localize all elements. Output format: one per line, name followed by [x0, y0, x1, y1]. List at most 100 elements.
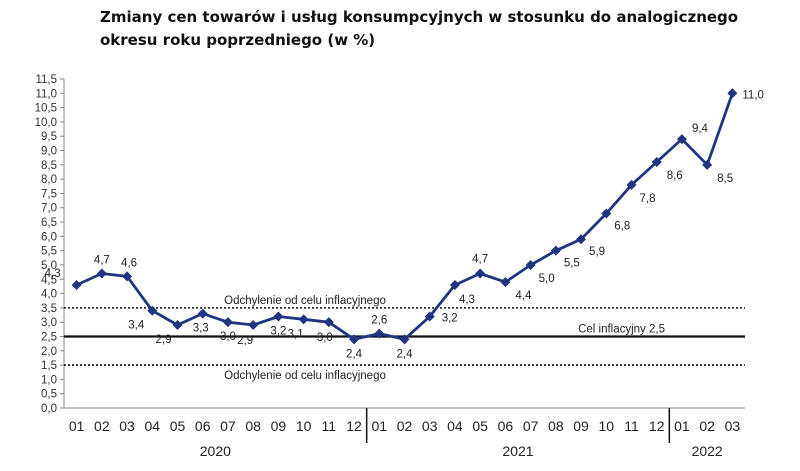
- data-label: 4,7: [94, 255, 110, 267]
- data-label: 8,6: [667, 170, 683, 182]
- y-tick-label: 5,5: [41, 246, 57, 258]
- data-label: 2,6: [371, 315, 387, 327]
- y-tick-label: 4,0: [41, 289, 57, 301]
- cpi-data-point: [323, 317, 334, 328]
- cpi-data-point: [525, 259, 536, 270]
- x-tick-label: 06: [195, 418, 211, 434]
- data-label: 2,4: [397, 348, 414, 360]
- y-tick-label: 1,5: [41, 360, 57, 372]
- data-label: 3,0: [220, 331, 236, 343]
- y-tick-label: 2,0: [41, 346, 57, 358]
- x-tick-label: 07: [220, 418, 236, 434]
- y-tick-label: 1,0: [41, 374, 57, 386]
- data-label: 3,3: [193, 323, 209, 335]
- data-label: 3,2: [442, 312, 458, 324]
- y-tick-label: 4,5: [41, 274, 57, 286]
- y-tick-label: 7,0: [41, 203, 57, 215]
- cpi-data-point: [96, 268, 107, 279]
- x-tick-label: 10: [598, 418, 614, 434]
- year-label: 2020: [200, 443, 231, 459]
- y-tick-label: 2,5: [41, 331, 57, 343]
- data-label: 5,0: [539, 273, 555, 285]
- cpi-data-point: [449, 279, 460, 290]
- x-tick-label: 10: [296, 418, 312, 434]
- y-tick-label: 6,5: [41, 217, 57, 229]
- y-tick-label: 8,5: [41, 160, 57, 172]
- data-label: 7,8: [640, 193, 656, 205]
- cpi-data-point: [172, 320, 183, 331]
- x-tick-label: 02: [94, 418, 110, 434]
- cpi-data-point: [651, 156, 662, 167]
- data-label: 5,9: [589, 246, 605, 258]
- data-label: 4,3: [45, 268, 61, 280]
- cpi-data-point: [576, 234, 587, 245]
- x-tick-label: 03: [725, 418, 741, 434]
- data-label: 4,3: [459, 294, 475, 306]
- x-tick-label: 03: [422, 418, 438, 434]
- data-label: 4,7: [472, 254, 488, 266]
- x-tick-label: 09: [573, 418, 589, 434]
- x-tick-label: 03: [119, 418, 135, 434]
- x-tick-label: 11: [322, 418, 337, 434]
- cpi-data-point: [273, 311, 284, 322]
- y-tick-label: 9,5: [41, 131, 57, 143]
- cpi-data-point: [374, 328, 385, 339]
- x-tick-label: 08: [548, 418, 564, 434]
- x-tick-label: 04: [144, 418, 160, 434]
- y-tick-label: 5,0: [41, 260, 57, 272]
- year-label: 2021: [502, 443, 533, 459]
- data-label: 5,5: [564, 258, 580, 270]
- cpi-data-point: [550, 245, 561, 256]
- x-tick-label: 01: [69, 418, 85, 434]
- data-label: 3,2: [270, 325, 286, 337]
- x-tick-label: 12: [649, 418, 665, 434]
- data-label: 8,5: [717, 173, 733, 185]
- cpi-data-point: [500, 277, 511, 288]
- chart-title: Zmiany cen towarów i usług konsumpcyjnyc…: [100, 8, 739, 49]
- cpi-data-point: [147, 305, 158, 316]
- y-tick-label: 7,5: [41, 188, 57, 200]
- x-tick-label: 05: [472, 418, 488, 434]
- data-label: 4,6: [121, 257, 137, 269]
- y-tick-label: 11,0: [35, 88, 57, 100]
- data-label: 11,0: [742, 89, 764, 101]
- x-tick-label: 06: [498, 418, 514, 434]
- y-tick-label: 9,0: [41, 146, 57, 158]
- data-label: 3,0: [317, 332, 333, 344]
- cpi-data-point: [222, 317, 233, 328]
- year-label: 2022: [692, 443, 723, 459]
- cpi-data-point: [71, 279, 82, 290]
- x-tick-label: 07: [523, 418, 539, 434]
- data-label: 9,4: [692, 123, 709, 135]
- y-tick-label: 10,0: [35, 117, 57, 129]
- y-tick-label: 6,0: [41, 231, 57, 243]
- inflation-target-label: Cel inflacyjny 2,5: [578, 323, 665, 335]
- cpi-data-point: [399, 334, 410, 345]
- data-label: 3,1: [288, 328, 304, 340]
- y-tick-label: 10,5: [35, 103, 57, 115]
- y-tick-label: 3,0: [41, 317, 57, 329]
- target-deviation-label: Odchylenie od celu inflacyjnego: [224, 370, 386, 382]
- x-tick-label: 11: [624, 418, 639, 434]
- x-tick-label: 09: [271, 418, 287, 434]
- x-tick-label: 01: [674, 418, 690, 434]
- cpi-data-point: [248, 320, 259, 331]
- cpi-data-point: [626, 179, 637, 190]
- data-label: 3,4: [128, 320, 145, 332]
- x-tick-label: 01: [371, 418, 387, 434]
- data-label: 4,4: [515, 290, 532, 302]
- x-tick-label: 02: [699, 418, 715, 434]
- cpi-data-point: [676, 134, 687, 145]
- cpi-data-point: [727, 88, 738, 99]
- x-tick-label: 04: [447, 418, 463, 434]
- data-label: 2,4: [346, 348, 363, 360]
- x-tick-label: 12: [346, 418, 362, 434]
- y-tick-label: 11,5: [35, 74, 57, 86]
- y-tick-label: 3,5: [41, 303, 57, 315]
- cpi-data-point: [601, 208, 612, 219]
- y-tick-label: 0,5: [41, 389, 57, 401]
- cpi-data-point: [424, 311, 435, 322]
- cpi-data-point: [298, 314, 309, 325]
- y-tick-label: 8,0: [41, 174, 57, 186]
